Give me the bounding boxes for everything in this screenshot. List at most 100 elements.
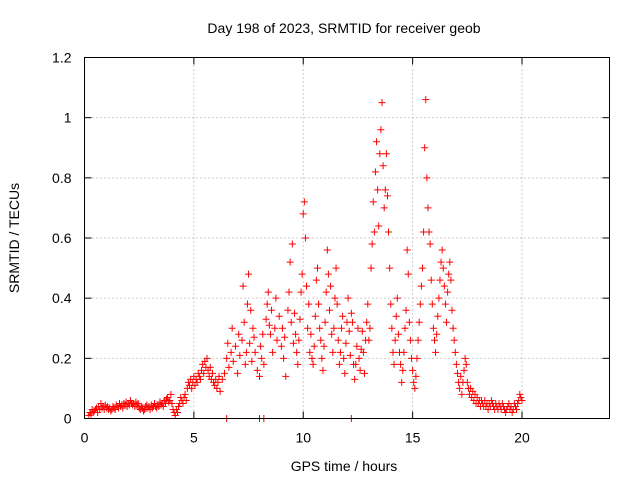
- data-point: [498, 399, 506, 407]
- data-point: [370, 228, 378, 236]
- data-point: [181, 390, 189, 398]
- data-point: [288, 240, 296, 248]
- data-point: [445, 270, 453, 278]
- data-point: [256, 372, 263, 380]
- data-point: [298, 270, 306, 278]
- data-point: [248, 357, 256, 365]
- data-point: [390, 360, 398, 368]
- data-point: [366, 324, 374, 332]
- data-point: [443, 318, 451, 326]
- data-point: [287, 318, 295, 326]
- data-point: [333, 300, 341, 308]
- data-point: [423, 174, 431, 182]
- data-point: [460, 366, 468, 374]
- data-point: [238, 336, 246, 344]
- data-point: [221, 369, 228, 377]
- data-point: [278, 324, 286, 332]
- data-point: [451, 348, 459, 356]
- data-point: [165, 398, 173, 406]
- data-point: [216, 387, 224, 395]
- data-point: [188, 384, 196, 392]
- data-point: [401, 324, 409, 332]
- data-point: [269, 348, 277, 356]
- data-point: [327, 282, 335, 290]
- data-point: [450, 336, 458, 344]
- data-point: [386, 264, 394, 272]
- x-tick-label: 5: [190, 430, 198, 446]
- data-point: [412, 372, 420, 380]
- y-tick-label: 0.2: [52, 350, 72, 366]
- data-point: [134, 399, 142, 407]
- data-point: [429, 324, 437, 332]
- data-point: [368, 240, 376, 248]
- data-point: [206, 363, 214, 371]
- x-tick-label: 10: [295, 430, 311, 446]
- data-point: [428, 300, 436, 308]
- data-point: [439, 264, 447, 272]
- data-point: [225, 363, 233, 371]
- data-point: [179, 399, 187, 407]
- data-point: [394, 330, 402, 338]
- data-point: [223, 354, 231, 362]
- data-point: [339, 312, 347, 320]
- data-point: [391, 336, 399, 344]
- data-point: [381, 186, 389, 194]
- data-point: [424, 204, 432, 212]
- chart-title: Day 198 of 2023, SRMTID for receiver geo…: [207, 20, 480, 36]
- y-tick-label: 1.2: [52, 50, 72, 66]
- data-points: [85, 96, 526, 422]
- data-point: [414, 336, 422, 344]
- tick-labels: 0 0.2 0.4 0.6 0.8 1 1.2 0 5 10 15 20: [52, 50, 530, 446]
- data-point: [382, 150, 390, 158]
- y-tick-label: 0.8: [52, 170, 72, 186]
- data-point: [378, 99, 386, 107]
- data-point: [329, 348, 337, 356]
- data-point: [241, 360, 249, 368]
- data-point: [231, 342, 239, 350]
- data-point: [242, 348, 250, 356]
- grid-lines: [84, 57, 610, 419]
- data-point: [516, 390, 524, 398]
- data-point: [353, 342, 361, 350]
- data-point: [358, 327, 366, 335]
- data-point: [281, 333, 289, 341]
- data-point: [264, 288, 272, 296]
- data-point: [369, 198, 377, 206]
- data-point: [513, 405, 521, 413]
- data-point: [234, 369, 242, 377]
- data-point: [380, 204, 388, 212]
- data-point: [292, 330, 300, 338]
- data-point: [449, 324, 457, 332]
- data-point: [297, 288, 305, 296]
- data-point: [388, 324, 396, 332]
- data-point: [487, 396, 495, 404]
- data-point: [331, 294, 339, 302]
- data-point: [173, 408, 181, 416]
- data-point: [229, 357, 237, 365]
- data-point: [262, 315, 270, 323]
- data-point: [196, 375, 204, 383]
- data-point: [438, 246, 446, 254]
- data-point: [371, 168, 379, 176]
- data-point: [458, 390, 466, 398]
- data-point: [446, 258, 454, 266]
- data-point: [463, 378, 471, 386]
- data-point: [282, 372, 290, 380]
- data-point: [377, 126, 385, 134]
- data-point: [224, 339, 232, 347]
- data-point: [213, 384, 221, 392]
- data-point: [518, 396, 526, 404]
- data-point: [168, 399, 176, 407]
- data-point: [285, 288, 293, 296]
- data-point: [319, 366, 327, 374]
- data-point: [502, 408, 510, 416]
- data-point: [318, 354, 326, 362]
- data-point: [345, 327, 353, 335]
- data-point: [375, 222, 383, 230]
- data-point: [299, 210, 307, 218]
- data-point: [461, 354, 469, 362]
- data-point: [406, 336, 414, 344]
- data-point: [365, 336, 373, 344]
- data-point: [218, 375, 226, 383]
- data-point: [286, 258, 294, 266]
